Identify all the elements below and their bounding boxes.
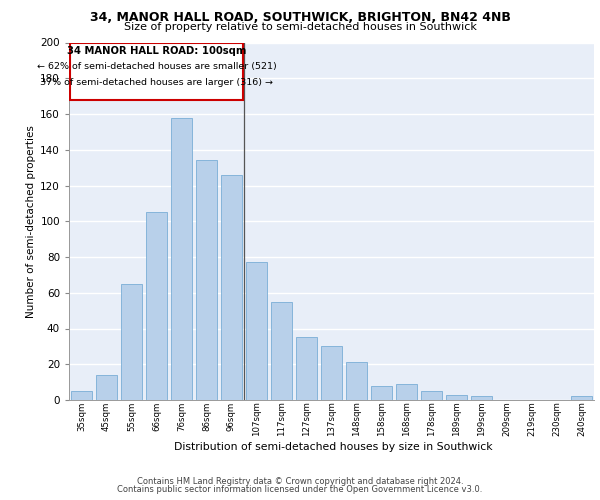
Bar [421, 391, 442, 400]
Bar [296, 338, 317, 400]
Text: 34, MANOR HALL ROAD, SOUTHWICK, BRIGHTON, BN42 4NB: 34, MANOR HALL ROAD, SOUTHWICK, BRIGHTON… [89, 11, 511, 24]
Text: Contains public sector information licensed under the Open Government Licence v3: Contains public sector information licen… [118, 485, 482, 494]
Bar [96, 375, 117, 400]
Text: ← 62% of semi-detached houses are smaller (521): ← 62% of semi-detached houses are smalle… [37, 62, 277, 71]
Bar [221, 175, 242, 400]
Bar [171, 118, 192, 400]
Bar [321, 346, 342, 400]
Text: 37% of semi-detached houses are larger (316) →: 37% of semi-detached houses are larger (… [40, 78, 273, 87]
Bar [246, 262, 267, 400]
Y-axis label: Number of semi-detached properties: Number of semi-detached properties [26, 125, 36, 318]
Text: Size of property relative to semi-detached houses in Southwick: Size of property relative to semi-detach… [124, 22, 476, 32]
Bar [371, 386, 392, 400]
FancyBboxPatch shape [70, 42, 243, 100]
Text: Distribution of semi-detached houses by size in Southwick: Distribution of semi-detached houses by … [173, 442, 493, 452]
Text: Contains HM Land Registry data © Crown copyright and database right 2024.: Contains HM Land Registry data © Crown c… [137, 477, 463, 486]
Bar [571, 396, 592, 400]
Text: 34 MANOR HALL ROAD: 100sqm: 34 MANOR HALL ROAD: 100sqm [67, 46, 246, 56]
Bar [396, 384, 417, 400]
Bar [346, 362, 367, 400]
Bar [471, 396, 492, 400]
Bar [271, 302, 292, 400]
Bar [446, 394, 467, 400]
Bar [196, 160, 217, 400]
Bar [71, 391, 92, 400]
Bar [121, 284, 142, 400]
Bar [146, 212, 167, 400]
